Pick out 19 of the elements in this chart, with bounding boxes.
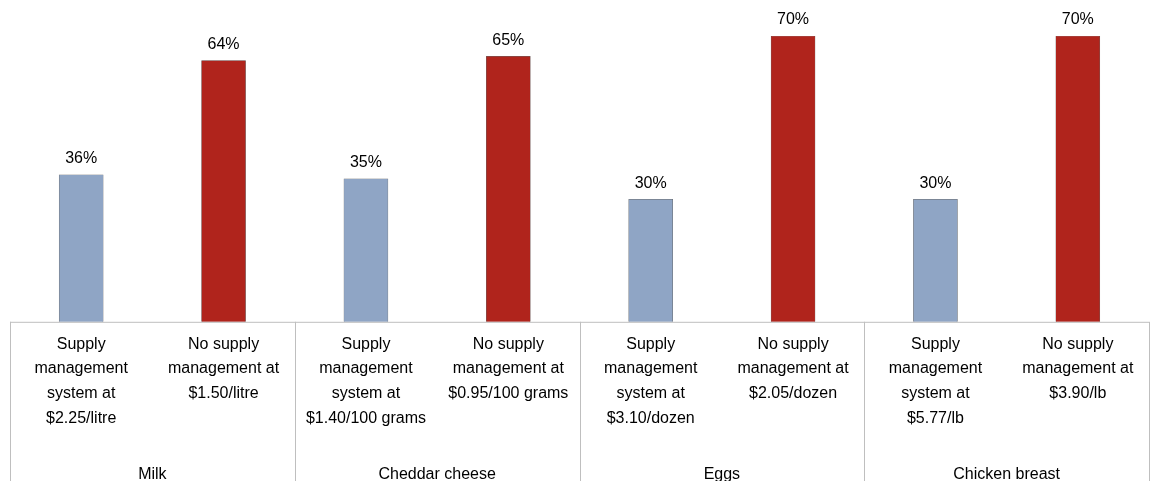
x-tick-label: No supply management at $1.50/litre [167, 334, 280, 402]
data-label: 64% [207, 34, 240, 52]
x-tick-label: Supply management system at $2.25/litre [34, 334, 129, 427]
x-tick-label: Supply management system at $5.77/lb [888, 334, 983, 427]
x-tick-label: Supply management system at $3.10/dozen [603, 334, 698, 427]
data-label: 35% [349, 153, 382, 171]
data-label: 70% [777, 10, 810, 28]
data-label: 30% [634, 173, 667, 191]
data-label: 30% [919, 173, 952, 191]
x-tick-label: No supply management at $3.90/lb [1022, 334, 1134, 402]
data-label: 70% [1061, 10, 1094, 28]
x-tick-label: No supply management at $2.05/dozen [737, 334, 850, 402]
text: Cheddar cheese [378, 465, 496, 481]
data-label: 36% [65, 149, 98, 167]
data-label: 65% [492, 30, 525, 48]
x-tick-label: Supply management system at $1.40/100 grams [305, 334, 426, 427]
x-tick-label: No supply management at $0.95/100 grams [448, 334, 569, 402]
text: Milk [138, 465, 168, 481]
text: Chicken breast [953, 465, 1061, 481]
